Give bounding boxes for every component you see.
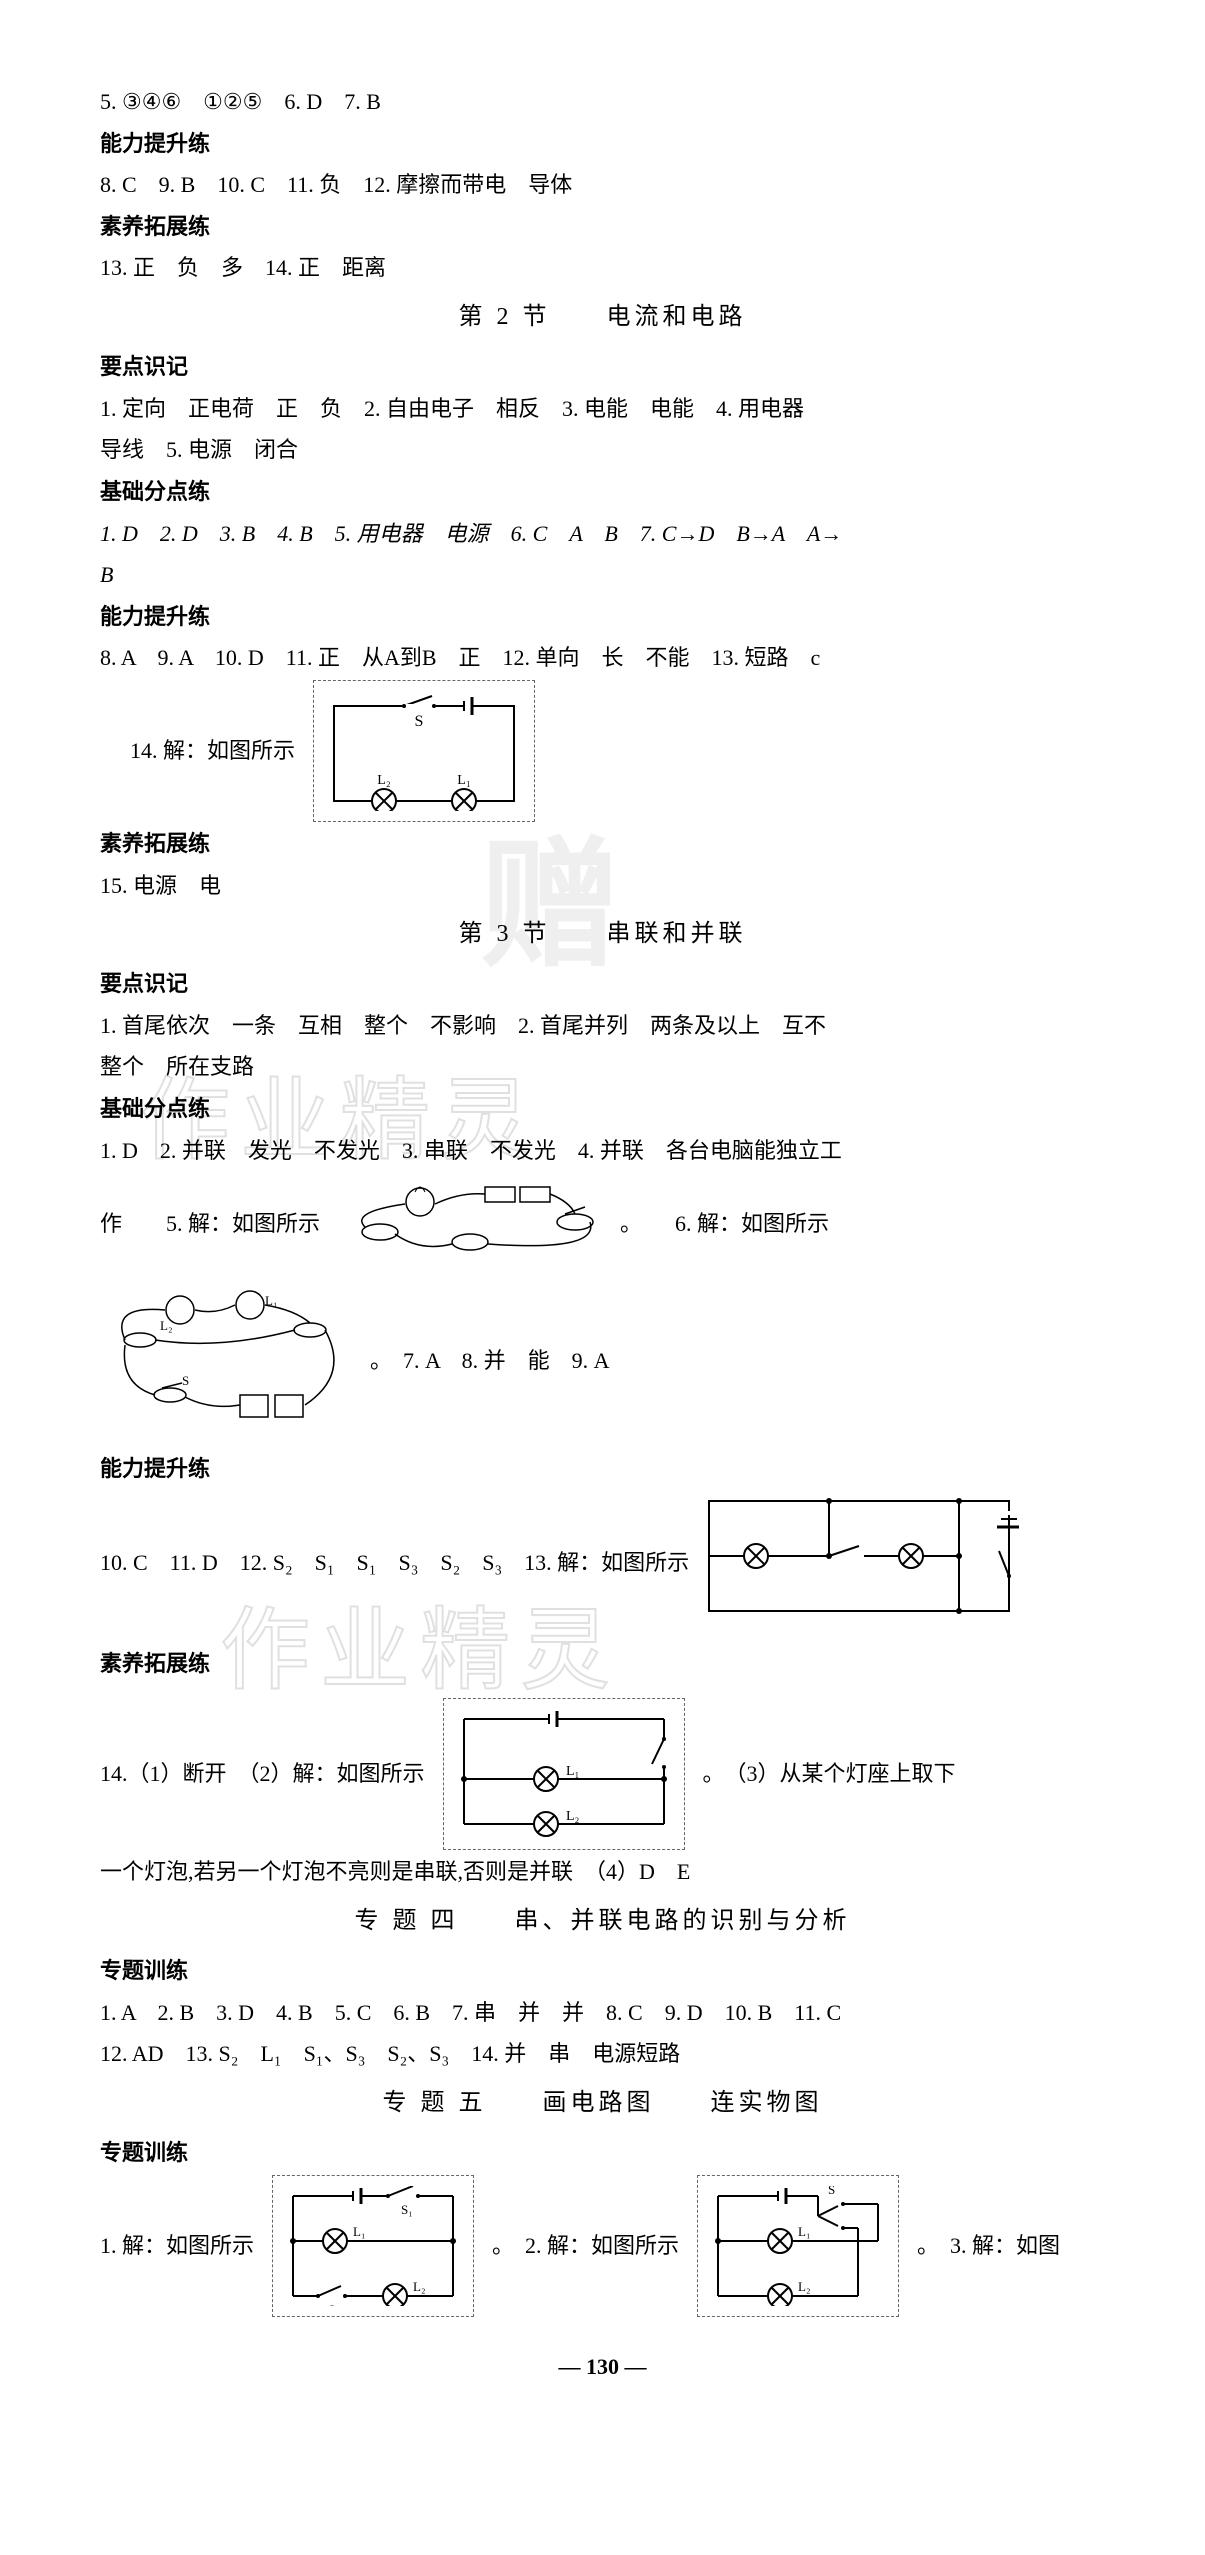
section-title-2: 第 2 节 电流和电路 [100,296,1105,339]
circuit-svg-q14: L₁ L₂ [454,1709,674,1839]
text-post: 。 7. A 8. 并 能 9. A [370,1341,610,1381]
circuit-diagram-13 [699,1491,1019,1634]
circuit-illustration-5 [330,1172,610,1275]
page-number: — 130 — [100,2347,1105,2387]
label-s: S [828,2186,835,2197]
label-l2: L₂ [566,1809,580,1824]
circuit-diagram-14: S L₂ L₁ [313,680,535,822]
answer-with-figure-13: 10. C 11. D 12. S₂ S₁ S₁ S₃ S₂ S₃ 13. 解：… [100,1491,1105,1634]
circuit-svg-t5-2: S L₁ [708,2186,888,2306]
answer-with-figure-5: 作 5. 解：如图所示 。 6. 解：如图所示 [100,1172,1105,1275]
label-s1: S₁ [401,2202,413,2217]
physical-circuit-svg-2: L₂ L₁ S [100,1275,360,1435]
label-s: S [415,713,424,730]
label-l2: L₂ [377,773,391,788]
label-l1: L₁ [353,2224,365,2239]
section-title-4: 专 题 四 串、并联电路的识别与分析 [100,1900,1105,1943]
heading-suyang-2: 素养拓展练 [100,824,1105,864]
text-a: 1. 解：如图所示 [100,2226,254,2266]
circuit-diagram-t5-2: S L₁ [697,2175,899,2317]
text-pre: 14. 解：如图所示 [130,731,295,771]
answer-line: 12. AD 13. S₂ L₁ S₁、S₃ S₂、S₃ 14. 并 串 电源短… [100,2034,1105,2074]
circuit-diagram-q14: L₁ L₂ [443,1698,685,1850]
answer-with-figure-14: 14. 解：如图所示 S L₂ L₁ [100,680,1105,822]
heading-suyang-1: 素养拓展练 [100,207,1105,247]
heading-yaodian-1: 要点识记 [100,347,1105,387]
answer-line: 8. C 9. B 10. C 11. 负 12. 摩擦而带电 导体 [100,165,1105,205]
circuit-illustration-6: L₂ L₁ S [100,1275,360,1448]
section-title-3: 第 3 节 串联和并联 [100,913,1105,956]
label-s2: S₂ [328,2302,340,2306]
answer-line: 13. 正 负 多 14. 正 距离 [100,248,1105,288]
label-l2: L₂ [798,2279,810,2294]
answer-line: 1. A 2. B 3. D 4. B 5. C 6. B 7. 串 并 并 8… [100,1993,1105,2033]
label-s: S [182,1373,189,1388]
label-l1: L₁ [566,1764,579,1779]
answer-line: 1. 首尾依次 一条 互相 整个 不影响 2. 首尾并列 两条及以上 互不 [100,1006,1105,1046]
label-l2: L₂ [413,2279,425,2294]
page-content: 5. ③④⑥ ①②⑤ 6. D 7. B 能力提升练 8. C 9. B 10.… [100,82,1105,2386]
answer-with-figure-q14: 14.（1）断开 （2）解：如图所示 L₁ [100,1698,1105,1850]
answer-line: 1. 定向 正电荷 正 负 2. 自由电子 相反 3. 电能 电能 4. 用电器 [100,389,1105,429]
circuit-svg-t5-1: S₁ L₁ S₂ L₂ [283,2186,463,2306]
answer-line: 1. D 2. 并联 发光 不发光 3. 串联 不发光 4. 并联 各台电脑能独… [100,1131,1105,1171]
heading-zhuanti-1: 专题训练 [100,1951,1105,1991]
text-pre: 14.（1）断开 （2）解：如图所示 [100,1754,425,1794]
answer-with-figures-t5: 1. 解：如图所示 S₁ L₁ [100,2175,1105,2317]
text-b: 。 2. 解：如图所示 [492,2226,679,2266]
heading-nengli-1: 能力提升练 [100,124,1105,164]
text-post: 。 （3）从某个灯座上取下 [703,1754,956,1794]
physical-circuit-svg [330,1172,610,1262]
answer-line: 15. 电源 电 [100,866,1105,906]
answer-with-figure-6: L₂ L₁ S 。 7. A 8. 并 能 9. A [100,1275,1105,1448]
label-l1: L₁ [798,2224,810,2239]
heading-jichu-2: 基础分点练 [100,1089,1105,1129]
text-pre: 10. C 11. D 12. S₂ S₁ S₁ S₃ S₂ S₃ 13. 解：… [100,1543,689,1583]
answer-line: 1. D 2. D 3. B 4. B 5. 用电器 电源 6. C A B 7… [100,514,1105,554]
heading-nengli-3: 能力提升练 [100,1449,1105,1489]
answer-line: 整个 所在支路 [100,1047,1105,1087]
circuit-svg-13 [699,1491,1019,1621]
heading-zhuanti-2: 专题训练 [100,2133,1105,2173]
label-l1: L₁ [457,773,470,788]
text-pre: 作 5. 解：如图所示 [100,1204,320,1244]
heading-jichu-1: 基础分点练 [100,472,1105,512]
heading-suyang-3: 素养拓展练 [100,1644,1105,1684]
circuit-svg: S L₂ L₁ [324,691,524,811]
answer-line: 8. A 9. A 10. D 11. 正 从A到B 正 12. 单向 长 不能… [100,638,1105,678]
circuit-diagram-t5-1: S₁ L₁ S₂ L₂ [272,2175,474,2317]
heading-yaodian-2: 要点识记 [100,964,1105,1004]
answer-line: 导线 5. 电源 闭合 [100,430,1105,470]
text-post: 。 6. 解：如图所示 [620,1204,829,1244]
answer-line: B [100,555,1105,595]
label-l2: L₂ [160,1318,172,1333]
heading-nengli-2: 能力提升练 [100,597,1105,637]
answer-line: 5. ③④⑥ ①②⑤ 6. D 7. B [100,82,1105,122]
text: 1. D 2. D 3. B 4. B 5. 用电器 电源 6. C A B 7… [100,521,842,546]
section-title-5: 专 题 五 画电路图 连实物图 [100,2082,1105,2125]
text-c: 。 3. 解：如图 [917,2226,1060,2266]
answer-line: 一个灯泡,若另一个灯泡不亮则是串联,否则是并联 （4）D E [100,1852,1105,1892]
